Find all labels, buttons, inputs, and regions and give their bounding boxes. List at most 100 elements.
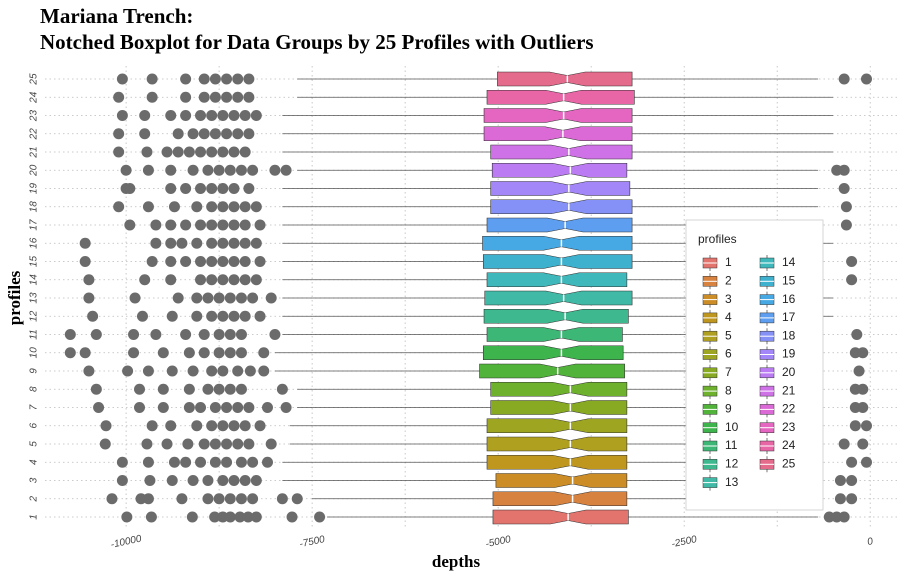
legend-label: 18: [782, 328, 796, 342]
box: [497, 71, 633, 87]
outlier: [195, 183, 207, 194]
outlier: [161, 146, 173, 158]
box: [490, 181, 631, 196]
outlier: [182, 438, 194, 450]
outlier: [195, 456, 207, 468]
outlier: [206, 110, 218, 121]
outlier: [221, 438, 233, 450]
outlier: [116, 475, 128, 486]
outlier: [150, 219, 162, 231]
outlier: [217, 365, 229, 377]
outlier: [228, 110, 240, 121]
outlier: [79, 256, 91, 267]
legend-title: profiles: [698, 232, 737, 246]
legend-item: 24: [759, 438, 796, 454]
outlier: [195, 110, 207, 121]
outlier: [232, 365, 244, 377]
outlier: [846, 456, 858, 468]
outlier: [235, 292, 247, 304]
outlier: [187, 475, 199, 486]
y-tick-label: 24: [29, 91, 40, 104]
outlier: [165, 274, 177, 286]
outlier: [239, 237, 251, 249]
outlier: [228, 475, 240, 486]
legend-label: 23: [782, 420, 796, 434]
outlier: [187, 128, 199, 140]
y-tick-label: 12: [29, 310, 40, 322]
outlier: [113, 91, 125, 103]
outlier: [139, 128, 151, 140]
outlier: [180, 219, 192, 231]
outlier: [166, 310, 178, 322]
legend-label: 13: [725, 475, 739, 489]
legend-item: 18: [759, 328, 796, 345]
outlier: [141, 438, 153, 450]
legend-item: 2: [702, 273, 732, 290]
y-tick-label: 21: [29, 146, 40, 158]
legend-label: 2: [725, 273, 732, 287]
outlier: [198, 347, 210, 359]
outlier: [235, 383, 247, 395]
outlier: [195, 402, 207, 413]
outlier: [186, 511, 198, 523]
outlier: [93, 402, 105, 413]
outlier: [191, 292, 203, 304]
outlier: [213, 347, 225, 359]
outlier: [209, 128, 221, 140]
outlier: [280, 402, 292, 413]
x-tick-label: 0: [866, 536, 874, 548]
legend-label: 25: [782, 456, 796, 470]
y-tick-label: 14: [29, 274, 40, 286]
outlier: [250, 110, 262, 121]
box: [486, 89, 635, 105]
outlier: [122, 365, 134, 377]
outlier: [221, 128, 233, 140]
legend-label: 1: [725, 255, 732, 269]
outlier: [206, 219, 218, 231]
outlier: [116, 73, 128, 85]
outlier: [857, 347, 869, 359]
outlier: [145, 511, 157, 523]
outlier: [83, 292, 95, 304]
outlier: [90, 383, 102, 395]
box: [479, 363, 625, 379]
outlier: [228, 420, 240, 432]
outlier: [209, 91, 221, 103]
outlier: [157, 347, 169, 359]
outlier: [239, 201, 251, 213]
outlier: [191, 310, 203, 322]
outlier: [838, 511, 850, 523]
outlier: [139, 110, 151, 121]
outlier: [239, 420, 251, 432]
outlier: [142, 493, 154, 505]
outlier: [221, 73, 233, 85]
outlier: [217, 256, 229, 267]
outlier: [849, 420, 861, 432]
box: [490, 199, 633, 215]
y-tick-label: 11: [29, 329, 40, 339]
outlier: [146, 256, 158, 267]
outlier: [247, 164, 259, 176]
outlier: [206, 420, 218, 432]
outlier: [250, 274, 262, 286]
outlier: [134, 402, 146, 413]
outlier: [198, 73, 210, 85]
outlier: [206, 183, 218, 194]
outlier: [124, 183, 136, 194]
outlier: [202, 383, 214, 395]
outlier: [217, 274, 229, 286]
legend-item: 23: [759, 419, 796, 436]
outlier: [228, 146, 240, 158]
box: [486, 217, 633, 233]
y-tick-label: 23: [29, 110, 40, 123]
outlier: [146, 420, 158, 432]
outlier: [134, 383, 146, 395]
outlier: [239, 256, 251, 267]
outlier: [838, 73, 850, 85]
outlier: [860, 420, 872, 432]
outlier: [165, 164, 177, 176]
box: [486, 272, 628, 288]
outlier: [106, 493, 118, 505]
outlier: [209, 456, 221, 468]
